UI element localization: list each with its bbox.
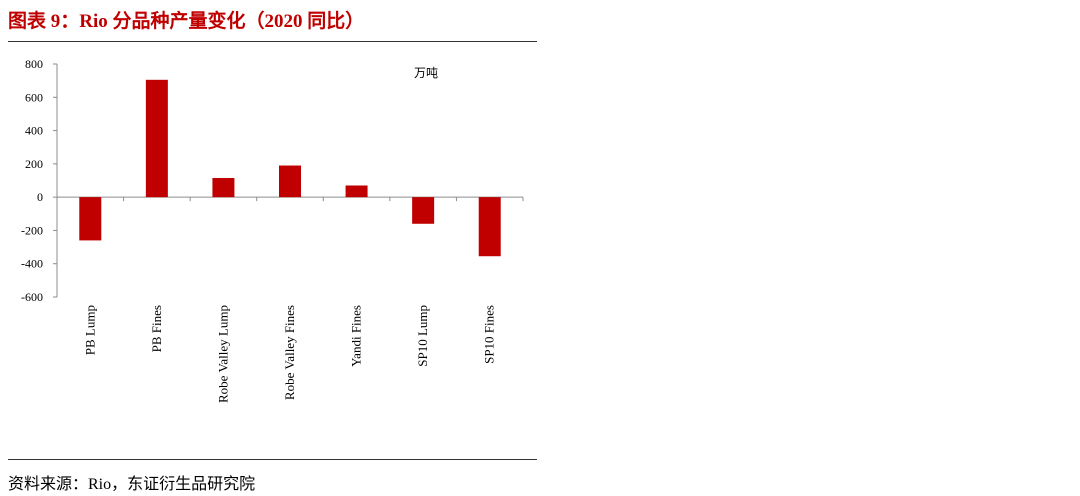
y-tick-label: -200 <box>21 223 43 237</box>
x-category-label: SP10 Lump <box>415 305 430 367</box>
y-tick-label: -600 <box>21 290 43 304</box>
title-rule <box>8 41 537 42</box>
x-category-label: Robe Valley Lump <box>215 305 230 403</box>
bar <box>478 197 501 257</box>
y-tick-label: 0 <box>37 190 43 204</box>
source-note: 资料来源：Rio，东证衍生品研究院 <box>8 476 256 493</box>
bar <box>345 185 368 198</box>
bar <box>79 197 102 241</box>
y-tick-label: 600 <box>25 90 43 104</box>
y-tick-label: -400 <box>21 257 43 271</box>
y-tick-label: 400 <box>25 124 43 138</box>
y-tick-label: 800 <box>25 57 43 71</box>
x-category-label: PB Lump <box>82 305 97 355</box>
x-category-label: SP10 Fines <box>482 305 497 364</box>
x-category-label: Yandi Fines <box>349 305 364 367</box>
unit-label: 万吨 <box>414 66 438 80</box>
x-category-label: PB Fines <box>149 305 164 352</box>
bar <box>212 178 235 198</box>
footer-rule <box>8 459 537 460</box>
figure-title: 图表 9：Rio 分品种产量变化（2020 同比） <box>8 11 365 32</box>
bar <box>412 197 435 224</box>
y-tick-label: 200 <box>25 157 43 171</box>
bar <box>145 79 168 198</box>
bar <box>279 165 301 198</box>
x-category-label: Robe Valley Fines <box>282 305 297 400</box>
